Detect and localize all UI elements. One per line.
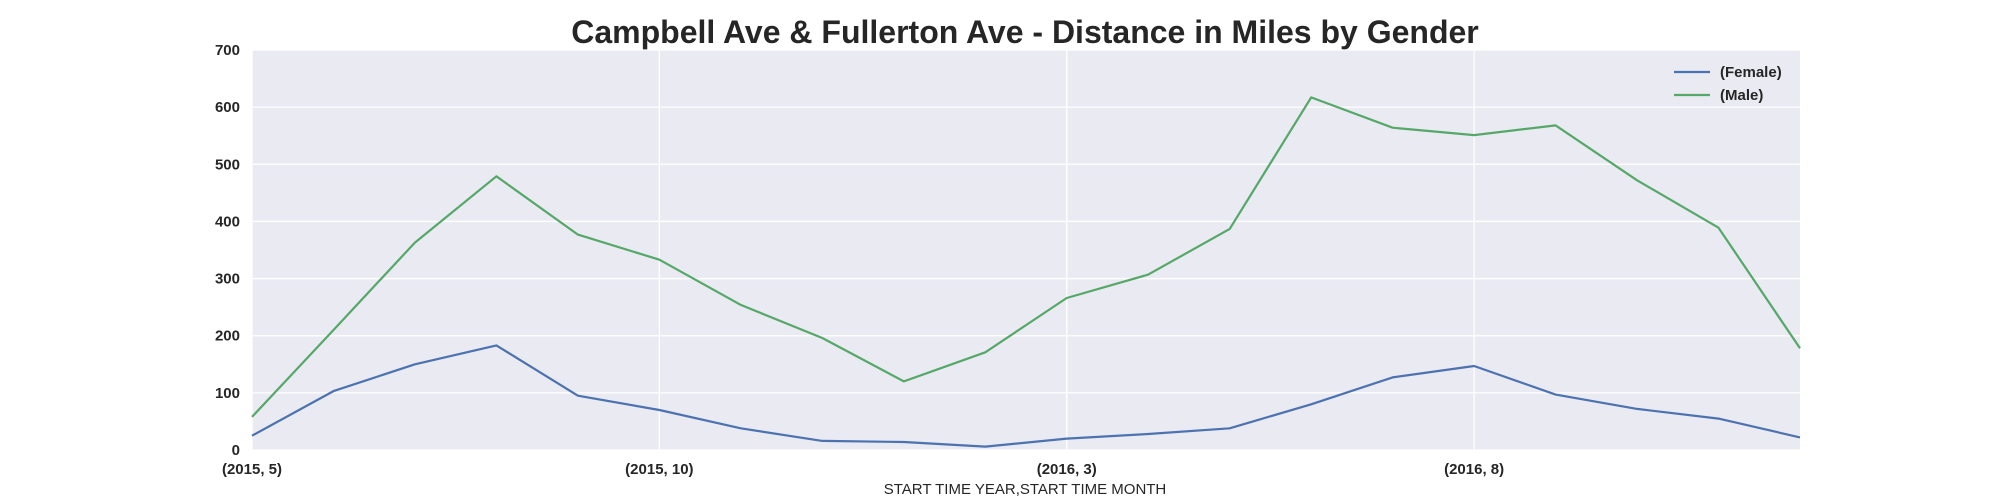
x-tick-label: (2015, 5) [222,461,282,478]
x-tick-label: (2016, 8) [1444,461,1504,478]
y-tick-label: 400 [215,213,240,230]
chart-title: Campbell Ave & Fullerton Ave - Distance … [571,14,1478,50]
grid-lines [251,49,1800,451]
x-axis-ticks: (2015, 5) (2015, 10) (2016, 3) (2016, 8) [222,461,1504,478]
y-axis-ticks: 0 100 200 300 400 500 600 700 [215,42,240,459]
y-tick-label: 700 [215,42,240,59]
y-tick-label: 300 [215,271,240,288]
series-line [251,96,1801,418]
series-line [251,344,1801,448]
y-tick-label: 500 [215,156,240,173]
plot-area [252,50,1800,450]
y-tick-label: 0 [232,442,240,459]
x-tick-label: (2015, 10) [625,461,693,478]
legend-label: (Male) [1720,87,1763,104]
series-lines [251,96,1801,448]
x-axis-label: START TIME YEAR,START TIME MONTH [884,481,1167,498]
y-tick-label: 100 [215,385,240,402]
legend-label: (Female) [1720,64,1782,81]
legend: (Female) (Male) [1674,64,1782,104]
y-tick-label: 600 [215,99,240,116]
y-tick-label: 200 [215,328,240,345]
x-tick-label: (2016, 3) [1037,461,1097,478]
